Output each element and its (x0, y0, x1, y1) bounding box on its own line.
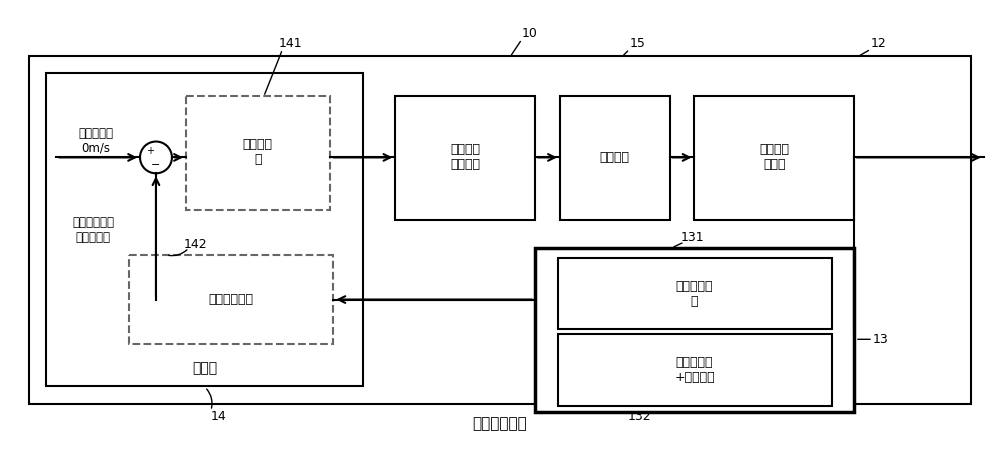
Text: 131: 131 (681, 231, 704, 244)
Bar (186, 96, 330, 210)
Text: 目标速度：
0m/s: 目标速度： 0m/s (79, 127, 114, 155)
Text: 14: 14 (211, 410, 227, 423)
Text: 视觉里程计
+磁编码器: 视觉里程计 +磁编码器 (674, 356, 715, 384)
Text: 142: 142 (184, 239, 208, 251)
Text: −: − (151, 161, 161, 170)
Bar (560, 96, 670, 220)
Bar (29, 56, 971, 404)
Bar (129, 255, 333, 344)
Text: 处理器: 处理器 (192, 361, 217, 375)
Bar (558, 334, 832, 406)
Text: 负载增稳装置: 负载增稳装置 (473, 416, 527, 431)
Text: 增稳电机: 增稳电机 (600, 151, 630, 164)
Text: 惯性测量单
元: 惯性测量单 元 (676, 280, 713, 308)
Text: 10: 10 (522, 27, 538, 40)
Bar (46, 73, 363, 386)
Text: 第二端相对于
地面的速度: 第二端相对于 地面的速度 (72, 216, 114, 244)
Text: 15: 15 (630, 37, 646, 50)
Bar (535, 248, 854, 412)
Text: 平行四边
形机构: 平行四边 形机构 (759, 143, 789, 171)
Bar (395, 96, 535, 220)
Text: 电机驱动
逻辑电路: 电机驱动 逻辑电路 (450, 143, 480, 171)
Text: 卡尔曼滤波器: 卡尔曼滤波器 (208, 293, 253, 306)
Bar (694, 96, 854, 220)
Bar (558, 258, 832, 329)
Text: +: + (146, 147, 154, 156)
Text: 13: 13 (873, 333, 889, 346)
Text: 12: 12 (871, 37, 887, 50)
Text: 数字控制
器: 数字控制 器 (243, 138, 273, 166)
Text: 132: 132 (628, 410, 651, 423)
Text: 141: 141 (279, 37, 302, 50)
